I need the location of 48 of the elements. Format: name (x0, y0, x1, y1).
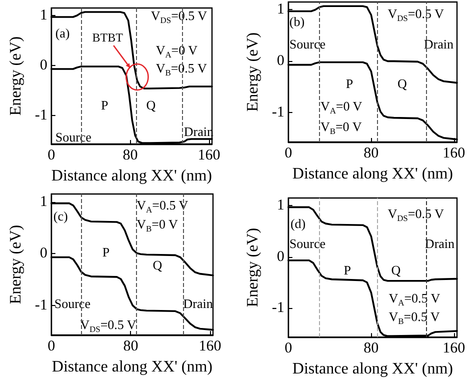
y-axis-title: Energy (eV) (244, 228, 262, 308)
x-tick-label: 160 (442, 146, 466, 162)
annotation: (c) (53, 208, 68, 224)
annotation: Source (55, 130, 92, 144)
annotation: Drain (183, 296, 214, 311)
annotation: Q (146, 98, 156, 112)
annotation: (d) (290, 216, 306, 232)
annotation: Source (289, 236, 326, 252)
y-tick-label: -1 (272, 300, 284, 316)
x-axis-title: Distance along XX' (nm) (292, 360, 454, 378)
annotation: BTBT (92, 30, 124, 44)
annotation: P (100, 98, 108, 112)
y-axis-title: Energy (eV) (8, 36, 24, 116)
annotation: Q (397, 76, 408, 91)
y-tick-label: 1 (276, 2, 284, 18)
x-tick-label: 80 (122, 148, 138, 164)
y-tick-label: 0 (276, 248, 284, 265)
x-tick-label: 160 (198, 338, 222, 354)
annotation: Source (54, 296, 91, 311)
annotation: (b) (289, 14, 305, 30)
y-tick-label: 1 (276, 198, 284, 214)
y-tick-label: 1 (40, 8, 48, 24)
x-axis-title: Distance along XX' (nm) (51, 167, 212, 184)
y-axis-title: Energy (eV) (8, 224, 24, 304)
y-tick-label: 1 (40, 194, 48, 210)
x-tick-label: 80 (364, 146, 379, 162)
annotation: Drain (424, 36, 454, 52)
x-axis-title: Distance along XX' (nm) (292, 165, 454, 182)
annotation: (a) (55, 26, 70, 40)
y-axis-title: Energy (eV) (244, 32, 262, 112)
y-tick-label: -1 (34, 297, 48, 314)
x-tick-label: 80 (123, 338, 138, 354)
annotation: P (346, 76, 354, 91)
y-tick-label: -1 (272, 104, 284, 121)
annotation: Q (391, 262, 402, 278)
x-tick-label: 160 (442, 340, 466, 357)
x-tick-label: 160 (198, 148, 220, 164)
annotation: Q (152, 258, 163, 273)
x-axis-title: Distance along XX' (nm) (52, 358, 213, 376)
annotation: Drain (424, 236, 456, 252)
annotation: P (344, 262, 351, 278)
y-tick-label: 0 (276, 53, 284, 70)
annotation: Source (289, 36, 326, 52)
y-tick-label: 0 (40, 246, 48, 262)
y-tick-label: 0 (40, 58, 48, 74)
annotation: P (102, 244, 110, 260)
x-tick-label: 80 (364, 340, 379, 357)
y-tick-label: -1 (34, 108, 48, 124)
